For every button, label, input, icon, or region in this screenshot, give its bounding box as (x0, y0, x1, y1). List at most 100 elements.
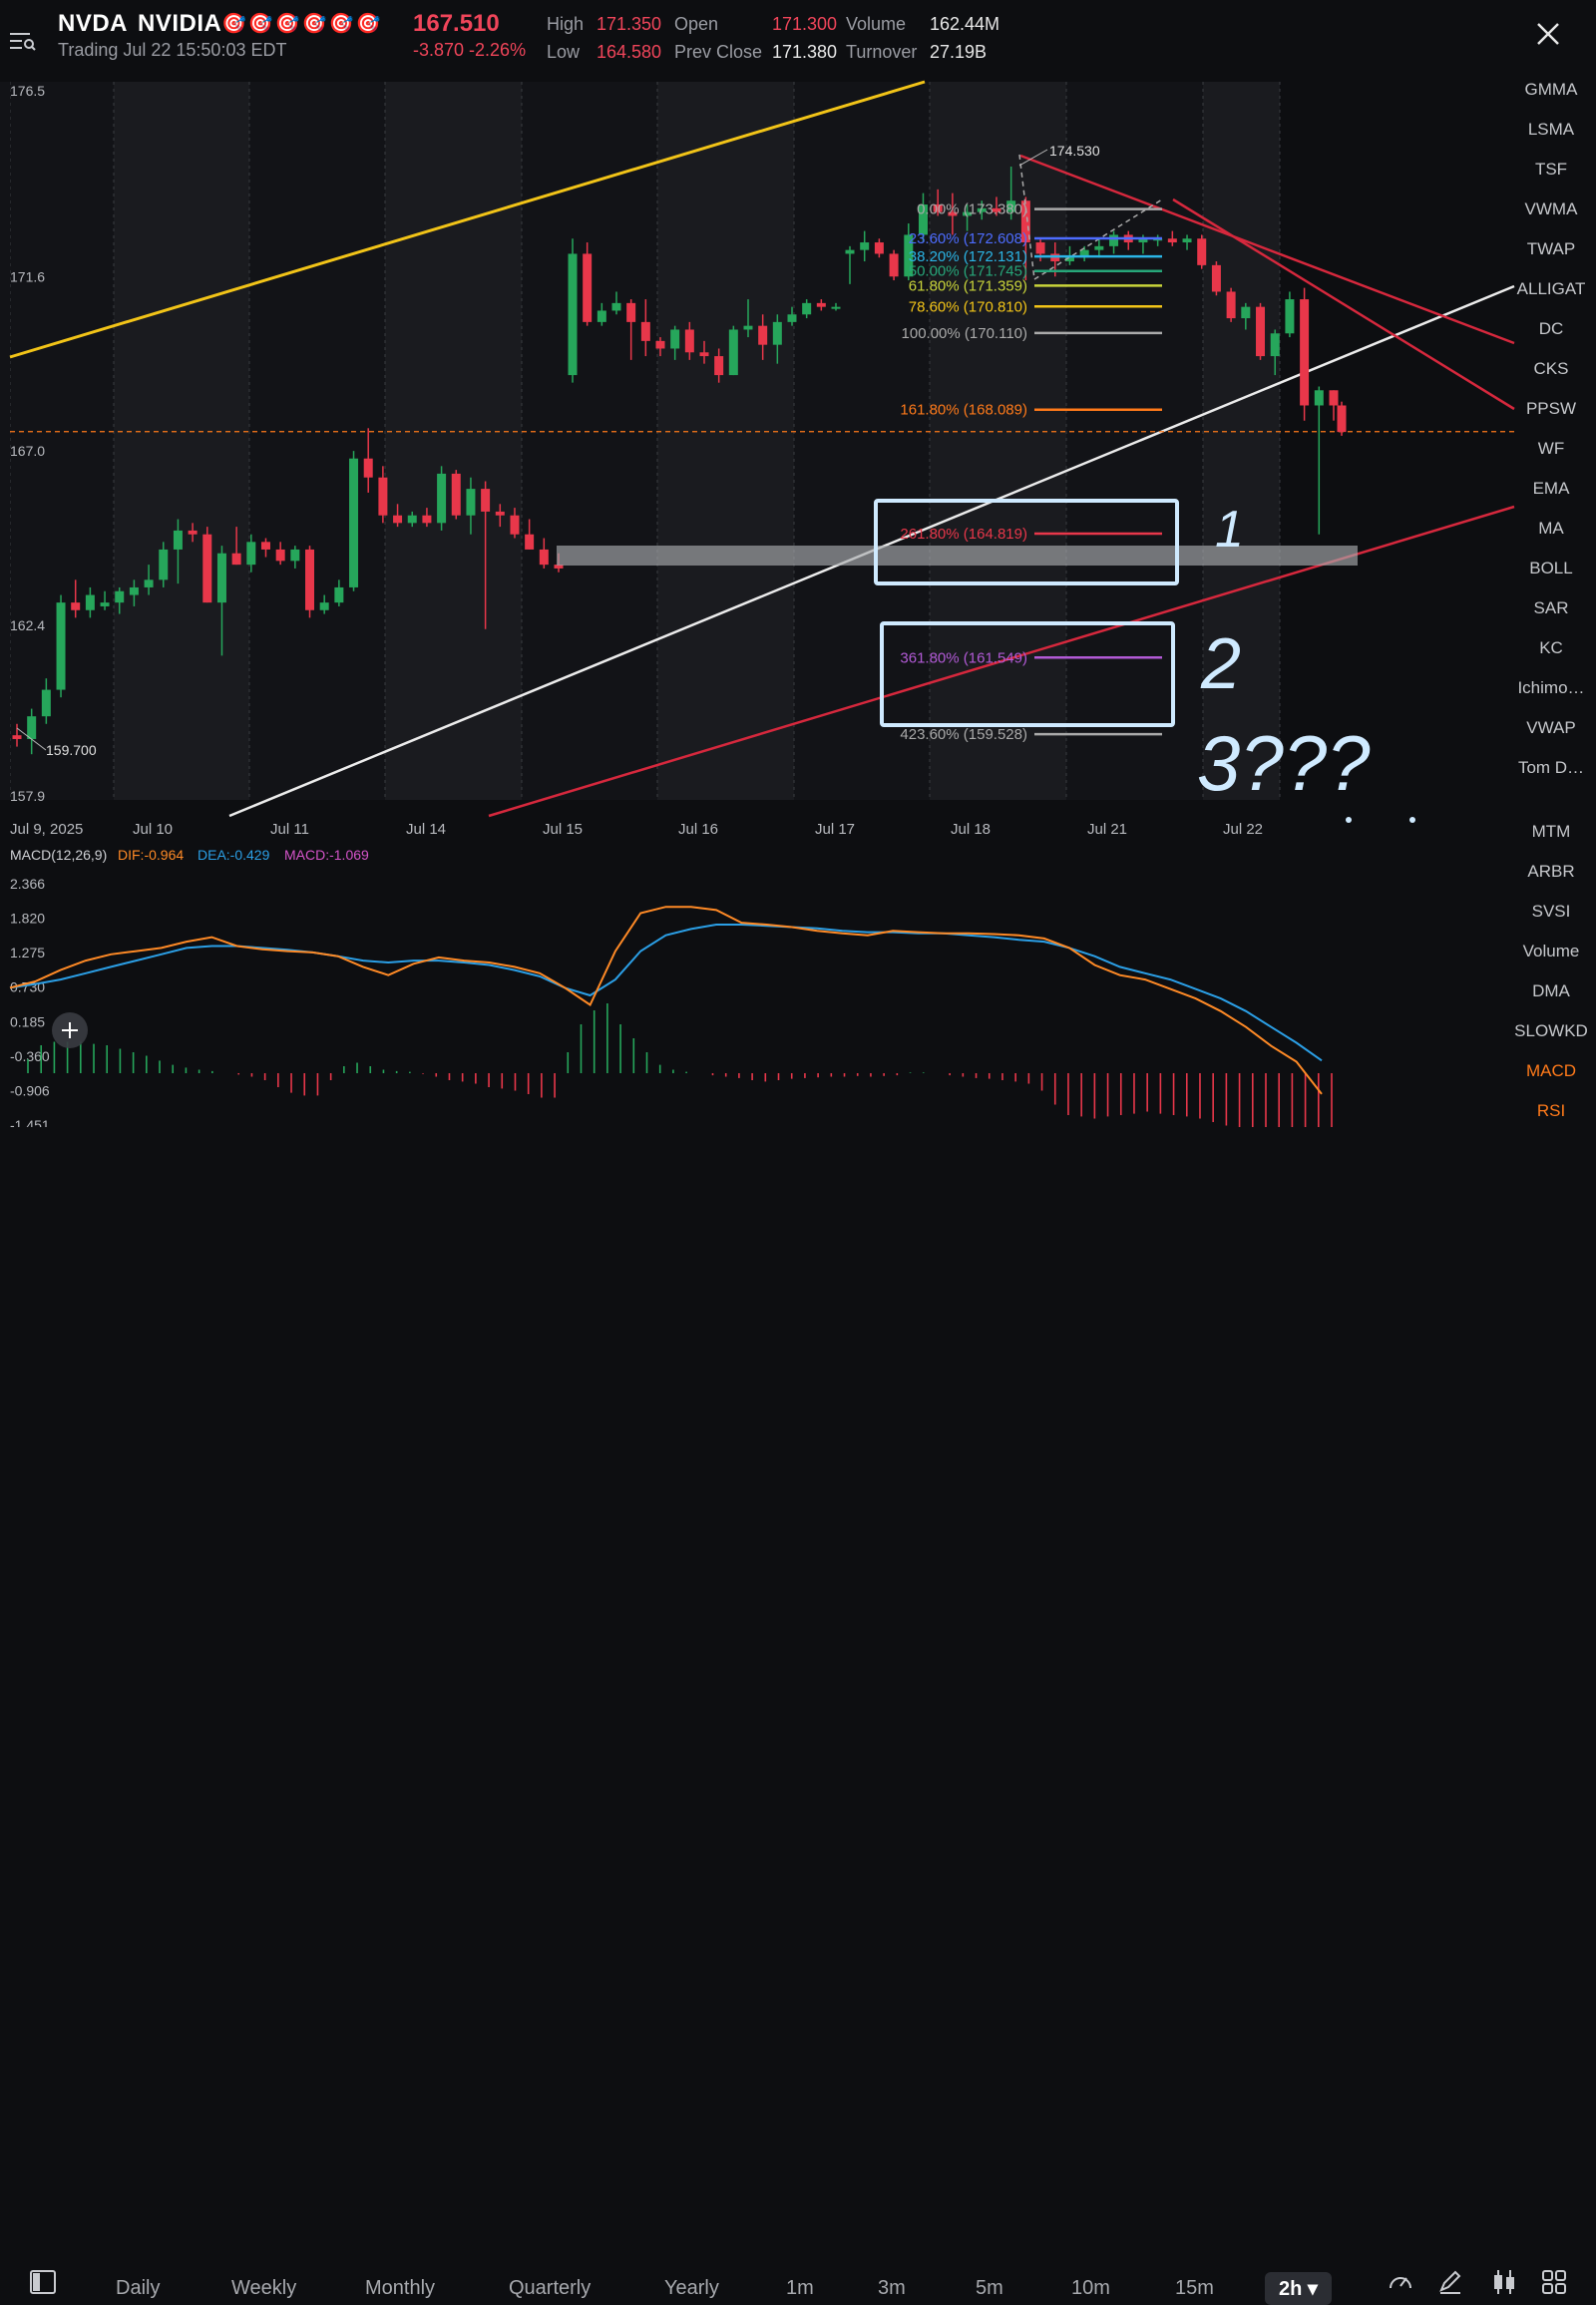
close-icon[interactable] (1534, 20, 1562, 48)
indicator-dma[interactable]: DMA (1532, 981, 1570, 1000)
candle (466, 477, 476, 535)
fib-level-label: 38.20% (172.131) (909, 248, 1027, 265)
macd-chart[interactable]: MACD(12,26,9) DIF:-0.964 DEA:-0.429 MACD… (0, 838, 1516, 1127)
annotation-box-1 (874, 499, 1179, 585)
period-tab-monthly[interactable]: Monthly (365, 2277, 436, 2299)
indicator-svsi[interactable]: SVSI (1531, 902, 1571, 921)
macd-tick-label: 0.185 (10, 1013, 45, 1029)
candle (334, 579, 344, 606)
indicator-boll[interactable]: BOLL (1529, 559, 1573, 577)
macd-tick-label: -1.451 (10, 1117, 50, 1127)
candle-body (422, 515, 432, 524)
speedometer-icon[interactable] (1387, 2268, 1414, 2296)
candle-body (159, 549, 169, 580)
indicator-slowkd[interactable]: SLOWKD (1514, 1021, 1588, 1040)
candle-body (144, 579, 154, 587)
candle-body (27, 716, 37, 739)
session-band (657, 82, 794, 800)
period-tab-10m[interactable]: 10m (1071, 2277, 1110, 2299)
candle (1182, 234, 1192, 250)
candle-body (290, 549, 300, 562)
period-tab-3m[interactable]: 3m (878, 2277, 906, 2299)
menu-icon[interactable] (8, 28, 36, 54)
indicator-arbr[interactable]: ARBR (1527, 862, 1575, 881)
candle-body (510, 515, 520, 535)
price-axis: 176.5 171.6 167.0 162.4 157.9 (10, 83, 45, 804)
indicator-rsi[interactable]: RSI (1536, 1101, 1566, 1120)
price-chart[interactable]: 176.5 171.6 167.0 162.4 157.9 0.00% (173.380… (0, 80, 1516, 838)
macd-value-label: MACD:-1.069 (284, 847, 369, 863)
indicator-cks[interactable]: CKS (1533, 359, 1569, 378)
candle-body (684, 329, 694, 353)
layout-toggle-icon[interactable] (30, 2270, 56, 2294)
indicator-volume[interactable]: Volume (1522, 942, 1580, 960)
handwritten-note-1: 1 (1215, 501, 1244, 559)
crosshair-add-button[interactable] (52, 1012, 88, 1048)
indicator-macd[interactable]: MACD (1525, 1061, 1577, 1080)
indicator-tsf[interactable]: TSF (1534, 160, 1568, 179)
indicator-vwma[interactable]: VWMA (1524, 199, 1578, 218)
grid-menu-icon[interactable] (1540, 2268, 1568, 2296)
candle (889, 249, 899, 281)
candle (699, 340, 709, 364)
period-tab-weekly[interactable]: Weekly (231, 2277, 297, 2299)
candle (1094, 238, 1104, 258)
candle (1226, 287, 1236, 322)
candle-body (670, 329, 680, 349)
date-tick-label: Jul 10 (133, 821, 173, 838)
period-tab-1m[interactable]: 1m (786, 2277, 814, 2299)
candle-body (1300, 299, 1310, 406)
indicator-sar[interactable]: SAR (1533, 598, 1569, 617)
candle-body (992, 207, 1001, 212)
period-tab-5m[interactable]: 5m (976, 2277, 1003, 2299)
indicator-ema[interactable]: EMA (1532, 479, 1570, 498)
candle (510, 508, 520, 539)
indicator-kc[interactable]: KC (1539, 638, 1563, 657)
candle-body (349, 458, 359, 587)
indicator-wf[interactable]: WF (1537, 439, 1565, 458)
candle (115, 586, 125, 614)
indicator-gmma[interactable]: GMMA (1524, 80, 1578, 99)
indicator-tom-d[interactable]: Tom D… (1517, 758, 1585, 777)
candle-body (802, 302, 812, 315)
indicator-twap[interactable]: TWAP (1526, 239, 1576, 258)
period-tab-daily[interactable]: Daily (116, 2277, 161, 2299)
indicator-alligat[interactable]: ALLIGAT (1516, 279, 1586, 298)
candle-body (173, 530, 183, 550)
candlestick-type-icon[interactable] (1490, 2268, 1518, 2296)
candle-body (860, 242, 870, 250)
candle-body (202, 534, 212, 603)
candle-body (1270, 333, 1280, 357)
high-label: High (547, 14, 585, 34)
candle-body (977, 207, 987, 212)
draw-pen-icon[interactable] (1436, 2268, 1464, 2296)
candle-body (1182, 238, 1192, 243)
period-tab-15m[interactable]: 15m (1175, 2277, 1214, 2299)
indicator-mtm[interactable]: MTM (1531, 822, 1571, 841)
period-tab-yearly[interactable]: Yearly (664, 2277, 719, 2299)
candle-body (525, 534, 535, 550)
candle-body (787, 314, 797, 322)
support-zone (557, 546, 1358, 566)
candle (231, 527, 241, 566)
period-tab-quarterly[interactable]: Quarterly (509, 2277, 592, 2299)
candle-body (1211, 264, 1221, 292)
indicator-ma[interactable]: MA (1538, 519, 1564, 538)
indicator-lsma[interactable]: LSMA (1527, 120, 1575, 139)
indicator-ichimo[interactable]: Ichimo… (1517, 678, 1585, 697)
session-band (930, 82, 1066, 800)
candle (1256, 302, 1266, 360)
open-value: 171.300 (772, 14, 838, 34)
session-shading (0, 82, 1281, 800)
candle (1006, 167, 1016, 220)
quote-header: NVDA NVIDIA 🎯🎯🎯🎯🎯🎯 167.510 Trading Jul 22… (0, 0, 1596, 80)
indicator-dc[interactable]: DC (1538, 319, 1564, 338)
indicator-ppsw[interactable]: PPSW (1525, 399, 1577, 418)
turnover-label: Turnover (846, 42, 918, 62)
candle-body (539, 549, 549, 566)
period-tab-2h[interactable]: 2h ▾ (1265, 2272, 1332, 2305)
indicator-vwap[interactable]: VWAP (1526, 718, 1576, 737)
candle (626, 299, 636, 360)
candle (305, 546, 315, 618)
fib-level-label: 23.60% (172.608) (909, 230, 1027, 247)
